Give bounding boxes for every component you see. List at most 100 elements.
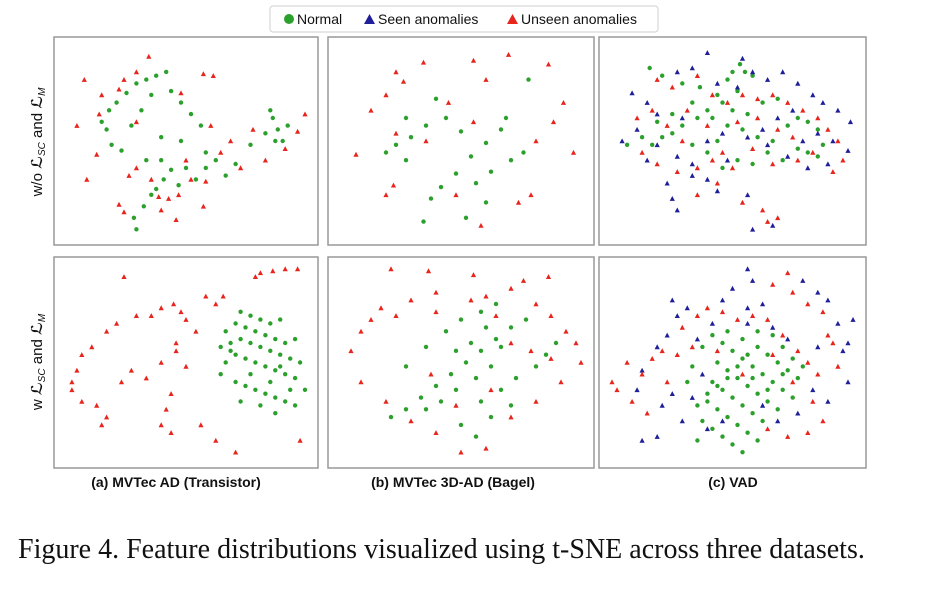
legend: Normal Seen anomalies Unseen anomalies bbox=[269, 5, 659, 33]
point-normal bbox=[263, 131, 268, 136]
point-unseen-anomalies bbox=[252, 274, 258, 279]
point-normal bbox=[720, 165, 725, 171]
point-normal bbox=[725, 368, 730, 373]
point-unseen-anomalies bbox=[508, 340, 514, 346]
point-unseen-anomalies bbox=[295, 128, 301, 134]
point-normal bbox=[705, 108, 710, 113]
point-unseen-anomalies bbox=[815, 115, 821, 121]
point-unseen-anomalies bbox=[483, 445, 489, 451]
point-normal bbox=[740, 403, 745, 408]
point-normal bbox=[268, 108, 273, 113]
panel-w-o-a bbox=[53, 36, 319, 246]
point-normal bbox=[553, 340, 559, 346]
point-normal bbox=[670, 111, 675, 117]
point-unseen-anomalies bbox=[156, 194, 162, 199]
point-seen-anomalies bbox=[750, 226, 756, 232]
point-unseen-anomalies bbox=[639, 371, 645, 377]
point-normal bbox=[443, 115, 449, 121]
point-unseen-anomalies bbox=[128, 367, 134, 373]
point-unseen-anomalies bbox=[810, 398, 816, 404]
point-normal bbox=[238, 399, 243, 404]
point-seen-anomalies bbox=[810, 92, 816, 98]
point-unseen-anomalies bbox=[158, 207, 164, 213]
point-normal bbox=[283, 372, 288, 377]
point-normal bbox=[268, 348, 273, 353]
point-seen-anomalies bbox=[654, 142, 660, 148]
point-unseen-anomalies bbox=[550, 119, 557, 125]
point-unseen-anomalies bbox=[629, 398, 635, 404]
point-normal bbox=[790, 356, 795, 361]
point-unseen-anomalies bbox=[213, 301, 219, 307]
point-seen-anomalies bbox=[825, 161, 831, 167]
point-normal bbox=[508, 325, 514, 330]
point-unseen-anomalies bbox=[250, 126, 256, 132]
point-normal bbox=[488, 169, 494, 174]
point-normal bbox=[750, 73, 755, 78]
point-seen-anomalies bbox=[669, 391, 675, 396]
point-unseen-anomalies bbox=[775, 215, 781, 221]
point-unseen-anomalies bbox=[558, 379, 564, 385]
point-unseen-anomalies bbox=[428, 371, 434, 377]
point-unseen-anomalies bbox=[750, 313, 756, 318]
point-normal bbox=[403, 407, 409, 412]
point-normal bbox=[639, 135, 645, 140]
point-unseen-anomalies bbox=[114, 320, 120, 326]
point-normal bbox=[159, 135, 164, 140]
point-unseen-anomalies bbox=[74, 367, 80, 373]
point-normal bbox=[292, 403, 298, 408]
point-normal bbox=[273, 138, 278, 144]
point-unseen-anomalies bbox=[171, 301, 177, 307]
point-normal bbox=[188, 111, 194, 117]
point-seen-anomalies bbox=[719, 130, 726, 136]
point-seen-anomalies bbox=[689, 65, 695, 71]
point-normal bbox=[468, 340, 474, 346]
point-unseen-anomalies bbox=[158, 359, 164, 365]
point-normal bbox=[815, 127, 820, 132]
point-normal bbox=[223, 360, 228, 365]
point-normal bbox=[805, 119, 810, 125]
point-normal bbox=[243, 356, 248, 361]
point-unseen-anomalies bbox=[297, 437, 303, 443]
point-normal bbox=[141, 204, 146, 209]
point-normal bbox=[483, 140, 489, 146]
point-normal bbox=[144, 77, 149, 82]
point-normal bbox=[403, 364, 409, 369]
point-normal bbox=[785, 368, 790, 373]
point-normal bbox=[720, 434, 725, 439]
point-seen-anomalies bbox=[724, 157, 731, 163]
point-unseen-anomalies bbox=[528, 348, 534, 354]
point-seen-anomalies bbox=[795, 80, 801, 86]
point-seen-anomalies bbox=[745, 134, 751, 140]
point-normal bbox=[248, 372, 253, 377]
point-unseen-anomalies bbox=[765, 219, 771, 224]
point-normal bbox=[770, 379, 775, 385]
point-unseen-anomalies bbox=[163, 406, 169, 412]
point-normal bbox=[715, 360, 720, 365]
point-normal bbox=[383, 150, 389, 155]
point-normal bbox=[203, 150, 208, 155]
point-seen-anomalies bbox=[760, 402, 766, 408]
point-unseen-anomalies bbox=[133, 69, 139, 75]
point-normal bbox=[745, 430, 750, 435]
point-seen-anomalies bbox=[825, 297, 831, 303]
point-normal bbox=[243, 325, 248, 330]
scatter-panels bbox=[53, 36, 867, 469]
point-normal bbox=[213, 158, 218, 163]
legend-unseen-label: Unseen anomalies bbox=[521, 11, 637, 27]
point-normal bbox=[183, 165, 189, 171]
point-unseen-anomalies bbox=[709, 157, 715, 163]
point-normal bbox=[248, 313, 253, 318]
legend-seen-marker bbox=[364, 14, 375, 24]
point-seen-anomalies bbox=[674, 207, 680, 213]
point-unseen-anomalies bbox=[302, 111, 308, 117]
point-normal bbox=[483, 325, 489, 330]
point-unseen-anomalies bbox=[775, 126, 781, 132]
point-seen-anomalies bbox=[760, 301, 766, 307]
point-unseen-anomalies bbox=[220, 293, 226, 299]
point-normal bbox=[508, 403, 514, 408]
point-normal bbox=[238, 309, 243, 314]
point-unseen-anomalies bbox=[780, 332, 786, 338]
point-unseen-anomalies bbox=[183, 363, 189, 369]
point-unseen-anomalies bbox=[719, 149, 726, 155]
point-normal bbox=[800, 364, 805, 369]
